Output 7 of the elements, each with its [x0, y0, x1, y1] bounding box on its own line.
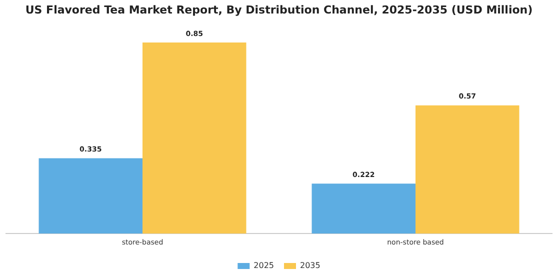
bar — [142, 42, 246, 234]
legend-label: 2025 — [254, 261, 274, 270]
bar — [312, 184, 416, 234]
bar — [38, 158, 142, 234]
bar — [416, 105, 520, 234]
legend-label: 2035 — [300, 261, 320, 270]
chart-title: US Flavored Tea Market Report, By Distribution Channel, 2025-2035 (USD Million) — [25, 3, 533, 16]
